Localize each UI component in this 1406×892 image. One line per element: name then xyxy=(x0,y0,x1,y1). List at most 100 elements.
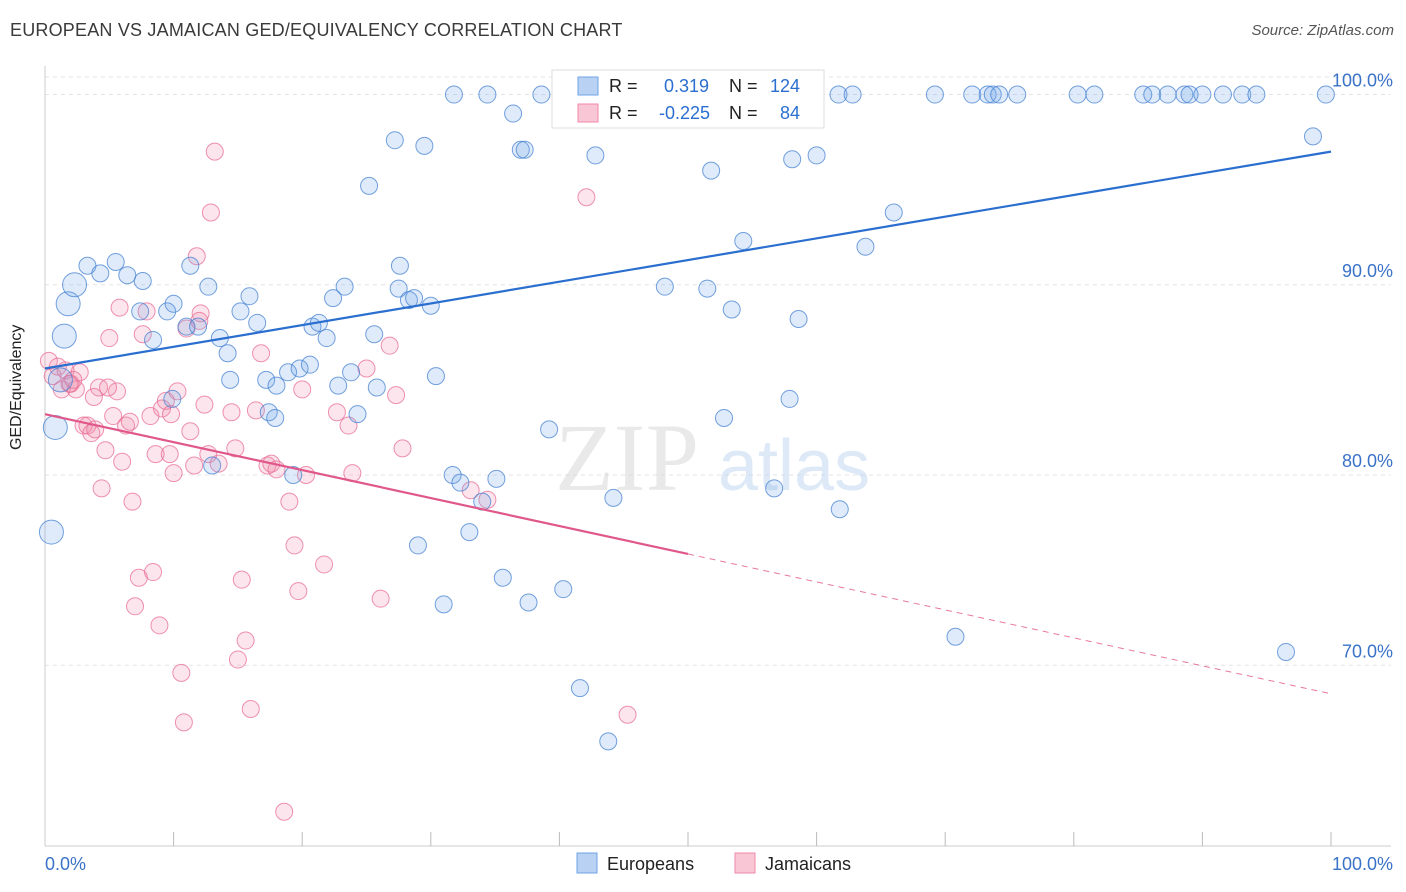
european-point xyxy=(570,679,589,698)
european-point xyxy=(360,176,379,195)
european-point xyxy=(460,523,479,542)
european-point xyxy=(655,277,674,296)
european-point xyxy=(946,627,965,646)
european-point xyxy=(329,376,348,395)
european-point xyxy=(203,456,222,475)
x-tick-label-min: 0.0% xyxy=(45,854,86,874)
jamaican-point xyxy=(172,663,191,682)
jamaican-point xyxy=(252,344,271,363)
european-point xyxy=(199,277,218,296)
european-point xyxy=(284,466,303,485)
european-point xyxy=(434,595,453,614)
jamaican-point xyxy=(461,481,480,500)
european-point xyxy=(317,329,336,348)
jamaican-point xyxy=(164,464,183,483)
european-point xyxy=(843,85,862,104)
european-point xyxy=(734,232,753,251)
european-point xyxy=(426,367,445,386)
jamaicans-trend-line xyxy=(44,413,689,556)
y-tick-label: 90.0% xyxy=(1342,261,1393,281)
jamaican-point xyxy=(205,142,224,161)
jamaican-point xyxy=(150,616,169,635)
watermark-zip: ZIP xyxy=(555,404,699,511)
european-point xyxy=(702,161,721,180)
european-point xyxy=(925,85,944,104)
jamaican-point xyxy=(187,247,206,266)
chart-source: Source: ZipAtlas.com xyxy=(1251,22,1394,39)
bottom-legend-europeans: Europeans xyxy=(607,854,694,874)
jamaican-point xyxy=(236,631,255,650)
european-point xyxy=(487,469,506,488)
legend-swatch-europeans xyxy=(577,76,599,96)
european-point xyxy=(983,85,1002,104)
european-point xyxy=(599,732,618,751)
european-point xyxy=(38,519,64,545)
european-point xyxy=(780,389,799,408)
european-point xyxy=(789,310,808,329)
jamaican-point xyxy=(181,422,200,441)
jamaican-point xyxy=(100,329,119,348)
european-point xyxy=(348,405,367,424)
jamaican-point xyxy=(113,452,132,471)
jamaican-point xyxy=(293,380,312,399)
european-point xyxy=(290,359,309,378)
jamaican-point xyxy=(110,298,129,317)
european-point xyxy=(1213,85,1232,104)
jamaican-point xyxy=(222,403,241,422)
jamaican-point xyxy=(160,445,179,464)
legend-r-label-2: R = xyxy=(609,103,638,123)
legend-box: R = 0.319 N = 124 R = -0.225 N = 84 xyxy=(551,69,825,129)
bottom-legend-jamaicans: Jamaicans xyxy=(765,854,851,874)
legend-n-value-2: 84 xyxy=(780,103,800,123)
european-point xyxy=(519,593,538,612)
european-point xyxy=(158,302,177,321)
jamaican-point xyxy=(120,412,139,431)
european-point xyxy=(830,500,849,519)
european-point xyxy=(586,146,605,165)
european-point xyxy=(300,355,319,374)
tick-labels: 70.0% 80.0% 90.0% 100.0% 0.0% 100.0% xyxy=(45,71,1393,874)
bottom-legend: Europeans Jamaicans xyxy=(576,852,851,874)
jamaican-point xyxy=(387,386,406,405)
european-point xyxy=(51,323,77,349)
jamaican-point xyxy=(226,439,245,458)
european-point xyxy=(133,271,152,290)
european-point xyxy=(1180,85,1199,104)
european-point xyxy=(1316,85,1335,104)
european-point xyxy=(385,131,404,150)
european-point xyxy=(532,85,551,104)
bottom-legend-swatch-europeans xyxy=(576,852,598,874)
european-point xyxy=(715,408,734,427)
jamaicans-points xyxy=(39,142,637,821)
european-point xyxy=(389,279,408,298)
jamaican-point xyxy=(228,650,247,669)
jamaican-point xyxy=(123,492,142,511)
european-point xyxy=(1247,85,1266,104)
jamaican-point xyxy=(174,713,193,732)
european-point xyxy=(856,237,875,256)
european-point xyxy=(515,140,534,159)
watermark: ZIP atlas xyxy=(555,404,870,511)
jamaican-point xyxy=(137,302,156,321)
european-point xyxy=(390,256,409,275)
european-point xyxy=(698,279,717,298)
european-point xyxy=(963,85,982,104)
jamaican-point xyxy=(126,597,145,616)
jamaican-point xyxy=(371,589,390,608)
jamaican-point xyxy=(195,395,214,414)
european-point xyxy=(221,370,240,389)
european-point xyxy=(990,85,1009,104)
european-point xyxy=(91,264,110,283)
european-point xyxy=(1008,85,1027,104)
jamaican-point xyxy=(191,304,210,323)
european-point xyxy=(248,313,267,332)
european-point xyxy=(1303,127,1322,146)
jamaican-point xyxy=(577,188,596,207)
y-tick-label: 70.0% xyxy=(1342,641,1393,661)
jamaican-point xyxy=(280,492,299,511)
x-tick-label-max: 100.0% xyxy=(1332,854,1393,874)
jamaican-point xyxy=(104,407,123,426)
jamaican-point xyxy=(185,456,204,475)
jamaican-point xyxy=(393,439,412,458)
